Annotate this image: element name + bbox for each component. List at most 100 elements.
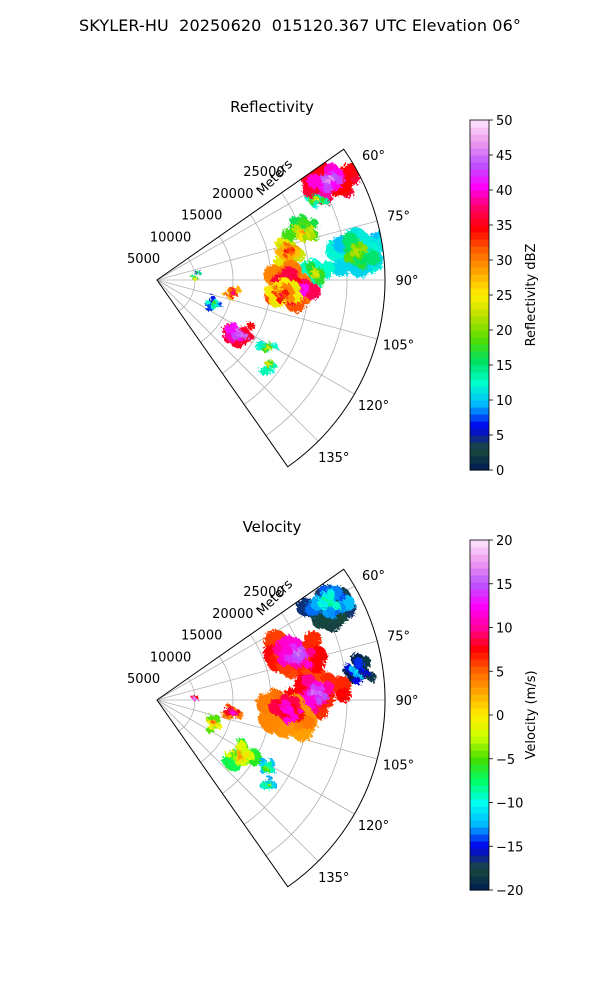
colorbar-tick-label: 10 bbox=[496, 622, 513, 637]
echo-gate bbox=[211, 721, 215, 725]
azimuth-spoke bbox=[157, 640, 378, 701]
colorbar-band bbox=[470, 680, 489, 688]
colorbar-band bbox=[470, 323, 489, 331]
colorbar-band bbox=[470, 337, 489, 345]
echo-cell bbox=[296, 584, 357, 633]
colorbar-band bbox=[470, 190, 489, 198]
colorbar-band bbox=[470, 638, 489, 646]
colorbar-tick-label: 5 bbox=[496, 429, 504, 444]
colorbar-band bbox=[470, 463, 489, 471]
echo-cell bbox=[194, 269, 202, 276]
echo-cell bbox=[222, 286, 242, 301]
echo-gate bbox=[230, 708, 234, 713]
echo-gate bbox=[280, 693, 289, 702]
colorbar-band bbox=[470, 260, 489, 268]
echo-cell bbox=[205, 714, 222, 734]
echo-gate bbox=[193, 277, 197, 281]
echo-cell bbox=[254, 340, 279, 353]
echo-gate bbox=[322, 183, 333, 194]
radial-tick-label: 15000 bbox=[181, 209, 222, 224]
colorbar-band bbox=[470, 645, 489, 653]
colorbar-band bbox=[470, 589, 489, 597]
colorbar-band bbox=[470, 407, 489, 415]
echo-gate bbox=[272, 291, 277, 296]
colorbar-band bbox=[470, 344, 489, 352]
colorbar-band bbox=[470, 274, 489, 282]
colorbar-band bbox=[470, 722, 489, 730]
radial-tick-label: 10000 bbox=[150, 230, 191, 245]
echo-gate bbox=[332, 259, 350, 277]
echo-gate bbox=[282, 253, 287, 258]
echo-gate bbox=[314, 273, 318, 276]
panel-title: Velocity bbox=[243, 518, 302, 536]
azimuth-spoke bbox=[157, 699, 319, 862]
panel-velocity: Velocity500010000150002000025000Meters60… bbox=[127, 518, 539, 899]
colorbar-band bbox=[470, 232, 489, 240]
colorbar-tick-label: 5 bbox=[496, 665, 504, 680]
echo-gate bbox=[265, 767, 268, 771]
echo-gate bbox=[321, 692, 329, 701]
colorbar-band bbox=[470, 442, 489, 450]
radial-tick-label: 25000 bbox=[243, 165, 284, 180]
colorbar-band bbox=[470, 295, 489, 303]
colorbar-band bbox=[470, 540, 489, 548]
colorbar-band bbox=[470, 764, 489, 772]
echo-gate bbox=[231, 331, 238, 338]
panel-title: Reflectivity bbox=[230, 98, 314, 116]
echo-cell bbox=[299, 258, 336, 291]
colorbar-band bbox=[470, 435, 489, 443]
colorbar-label: Reflectivity dBZ bbox=[524, 244, 539, 347]
echo-gate bbox=[304, 196, 311, 202]
echo-gate bbox=[316, 198, 319, 201]
echo-gate bbox=[268, 782, 272, 786]
echo-gate bbox=[286, 251, 290, 254]
azimuth-tick-label: 60° bbox=[362, 569, 385, 584]
echo-cell bbox=[281, 214, 320, 244]
echo-gate bbox=[236, 333, 240, 337]
colorbar-band bbox=[470, 862, 489, 870]
echo-gate bbox=[319, 585, 329, 595]
colorbar-tick-label: −5 bbox=[496, 753, 515, 768]
colorbar-band bbox=[470, 176, 489, 184]
colorbar-band bbox=[470, 813, 489, 821]
echo-gate bbox=[357, 240, 364, 247]
colorbar-band bbox=[470, 183, 489, 191]
colorbar-band bbox=[470, 806, 489, 814]
colorbar-band bbox=[470, 351, 489, 359]
colorbar-band bbox=[470, 561, 489, 569]
colorbar-band bbox=[470, 218, 489, 226]
colorbar-tick-label: 0 bbox=[496, 709, 504, 724]
radial-tick-label: 20000 bbox=[212, 607, 253, 622]
panel-reflectivity: Reflectivity500010000150002000025000Mete… bbox=[127, 98, 539, 479]
echo-gate bbox=[280, 294, 283, 297]
colorbar-band bbox=[470, 841, 489, 849]
echo-gate bbox=[212, 304, 216, 307]
colorbar-band bbox=[470, 820, 489, 828]
colorbar-band bbox=[470, 610, 489, 618]
colorbar-band bbox=[470, 239, 489, 247]
echo-gate bbox=[327, 179, 331, 183]
colorbar-band bbox=[470, 687, 489, 695]
echo-gate bbox=[238, 756, 242, 760]
colorbar-band bbox=[470, 288, 489, 296]
colorbar-tick-label: 40 bbox=[496, 184, 513, 199]
colorbar-band bbox=[470, 281, 489, 289]
azimuth-spoke bbox=[157, 279, 319, 442]
colorbar-band bbox=[470, 869, 489, 877]
echo-cell bbox=[222, 321, 256, 349]
echo-gate bbox=[193, 697, 197, 701]
echo-gate bbox=[284, 654, 293, 663]
colorbar-band bbox=[470, 211, 489, 219]
colorbar-band bbox=[470, 652, 489, 660]
echo-gate bbox=[229, 711, 232, 714]
colorbar-band bbox=[470, 596, 489, 604]
colorbar-band bbox=[470, 316, 489, 324]
echo-gate bbox=[266, 362, 270, 366]
colorbar-band bbox=[470, 267, 489, 275]
echo-gate bbox=[303, 660, 314, 670]
azimuth-tick-label: 105° bbox=[383, 759, 414, 774]
echo-gate bbox=[279, 702, 288, 712]
echo-gate bbox=[359, 244, 368, 253]
echo-gate bbox=[297, 708, 303, 715]
